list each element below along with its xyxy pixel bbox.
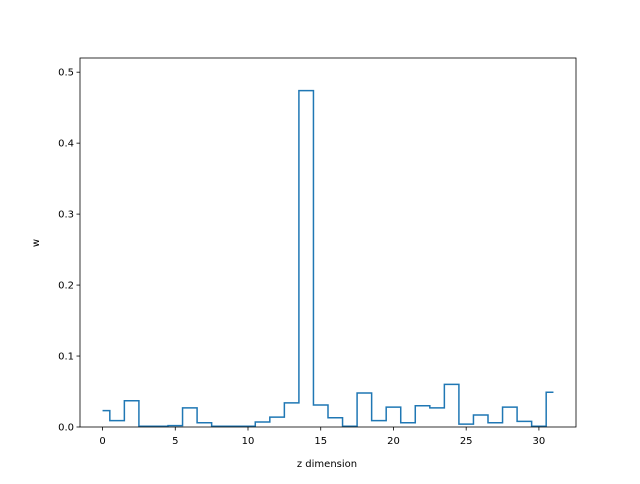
series-line [102, 89, 554, 428]
y-tick-label: 0.3 [58, 210, 74, 221]
x-axis-label: z dimension [297, 459, 357, 470]
x-tick-label: 0 [99, 436, 105, 447]
y-tick-label: 0.2 [58, 281, 74, 292]
y-tick-label: 0.5 [58, 68, 74, 79]
x-tick-label: 25 [460, 436, 473, 447]
x-tick-label: 5 [172, 436, 178, 447]
x-tick-label: 30 [533, 436, 546, 447]
y-axis-label: w [31, 239, 42, 247]
x-tick-label: 15 [314, 436, 327, 447]
y-tick-label: 0.4 [58, 139, 74, 150]
y-tick-label: 0.0 [58, 423, 74, 434]
x-tick-label: 10 [242, 436, 255, 447]
axes: 0 5 10 15 20 25 30 0.0 0.1 0.2 0.3 0.4 0.5 [58, 57, 577, 447]
axes-frame [79, 57, 577, 428]
y-tick-label: 0.1 [58, 352, 74, 363]
plot-area [102, 89, 554, 428]
x-tick-label: 20 [387, 436, 400, 447]
